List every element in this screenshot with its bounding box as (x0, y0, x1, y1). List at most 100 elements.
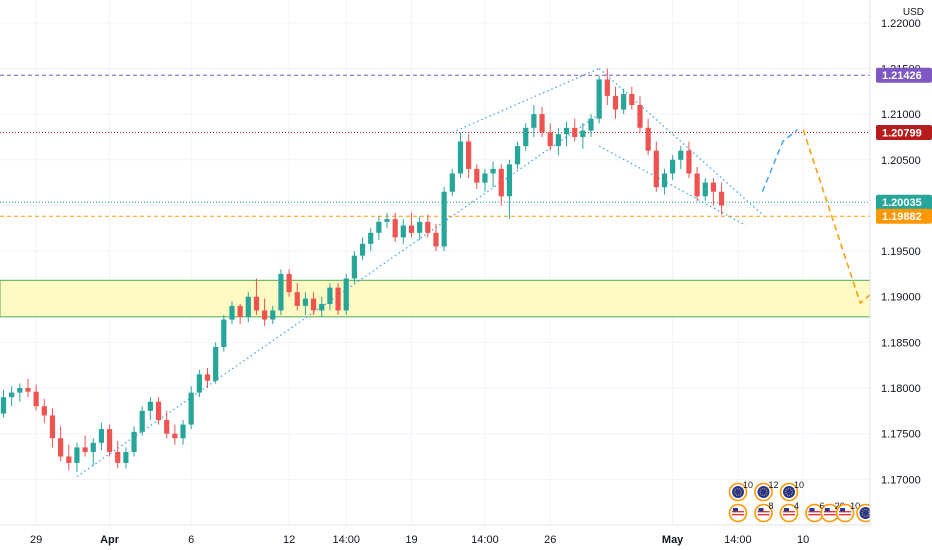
price-level-lines[interactable] (0, 74, 870, 217)
time-axis[interactable]: 29 Apr 6 12 14:00 19 14:00 26 May 14:00 10 (0, 524, 870, 546)
y-tick-label: 1.17000 (881, 474, 921, 486)
candle-body (645, 127, 651, 151)
candle-body (359, 243, 366, 256)
projection-path[interactable] (761, 129, 798, 192)
trendline[interactable] (452, 67, 600, 133)
us-canton (784, 508, 789, 512)
candle-body (139, 410, 145, 432)
y-tick-label: 1.18500 (881, 337, 921, 349)
candle-body (164, 420, 170, 434)
event-marker[interactable]: 10 (728, 480, 754, 502)
price-axis-bg (870, 0, 932, 550)
x-tick-label: 19 (405, 534, 417, 546)
candle-body (588, 118, 594, 131)
us-canton (809, 508, 815, 512)
candle-body (718, 191, 725, 206)
candle-body (286, 273, 292, 293)
candle-body (400, 225, 406, 238)
event-count: 10 (850, 501, 860, 511)
support-zone[interactable] (0, 279, 871, 318)
event-count: 12 (769, 480, 779, 490)
us-canton (733, 508, 738, 512)
candle-body (196, 374, 202, 393)
trendline[interactable] (598, 67, 763, 216)
support-zone-rect[interactable] (0, 279, 871, 318)
candle-body (629, 94, 635, 105)
x-tick-label: 12 (283, 534, 295, 546)
us-stripe (823, 514, 836, 516)
us-stripe (783, 514, 795, 516)
candle-body (596, 79, 602, 119)
event-marker[interactable]: 10 (779, 480, 805, 502)
candle-body (417, 221, 423, 233)
event-count: 6 (820, 501, 825, 511)
candle-body (335, 287, 341, 311)
candle-body (637, 105, 643, 128)
candle-body (204, 374, 211, 381)
currency-label[interactable]: USD (902, 7, 924, 18)
candle-body (572, 127, 578, 137)
x-tick-label: Apr (100, 534, 120, 546)
y-tick-label: 1.18000 (881, 383, 921, 395)
candle-body (17, 388, 23, 393)
event-marker[interactable]: 8 (754, 501, 774, 523)
candle-body (41, 406, 47, 416)
us-canton (758, 508, 764, 512)
event-marker[interactable] (728, 503, 748, 523)
eu-flag-icon (757, 486, 770, 498)
trendline[interactable] (598, 145, 747, 227)
candle-body (245, 296, 251, 317)
event-marker[interactable]: 4 (779, 501, 800, 523)
candle-body (147, 401, 153, 411)
candle-body (539, 114, 545, 133)
candle-body (678, 150, 684, 160)
candle-body (262, 310, 268, 320)
price-tag (876, 124, 932, 140)
event-marker[interactable]: 12 (754, 480, 779, 502)
drawing-overlays[interactable] (76, 67, 872, 478)
event-marker[interactable]: 6 (805, 501, 825, 523)
candle-body (710, 182, 717, 192)
economic-events[interactable]: 1012108462010 (728, 480, 875, 523)
candle-body (661, 173, 668, 188)
candle-body (270, 310, 276, 320)
candle-body (474, 168, 480, 183)
us-stripe (808, 511, 821, 513)
candle-body (514, 146, 521, 165)
candle-body (310, 298, 317, 311)
us-stripe (757, 511, 770, 513)
candle-body (408, 225, 415, 233)
candle-body (253, 296, 260, 311)
us-stripe (783, 511, 795, 513)
x-tick-label: 14:00 (332, 534, 360, 546)
candle-body (221, 319, 227, 347)
y-tick-label: 1.17500 (881, 429, 921, 441)
candle-body (506, 164, 513, 197)
candle-body (466, 141, 472, 169)
candle-body (9, 392, 15, 398)
us-stripe (839, 511, 852, 513)
candle-body (653, 150, 659, 188)
x-tick-label: 14:00 (471, 534, 499, 546)
y-tick-label: 1.19500 (881, 246, 921, 258)
us-stripe (823, 511, 836, 513)
x-tick-label: 26 (544, 534, 556, 546)
candle-body (686, 150, 692, 174)
eu-flag-icon (783, 486, 795, 498)
price-tag (876, 67, 932, 83)
candle-body (33, 391, 39, 407)
x-tick-label: May (662, 534, 684, 546)
candle-body (229, 305, 235, 320)
price-tag-label: 1.21426 (882, 70, 922, 82)
candle-body (425, 221, 431, 233)
projection-path[interactable] (802, 129, 872, 305)
event-marker[interactable]: 10 (835, 501, 861, 523)
us-canton (824, 508, 830, 512)
eu-stars-icon (759, 488, 768, 496)
eu-stars-icon (861, 509, 870, 517)
candle-body (49, 415, 56, 439)
us-canton (840, 508, 846, 512)
